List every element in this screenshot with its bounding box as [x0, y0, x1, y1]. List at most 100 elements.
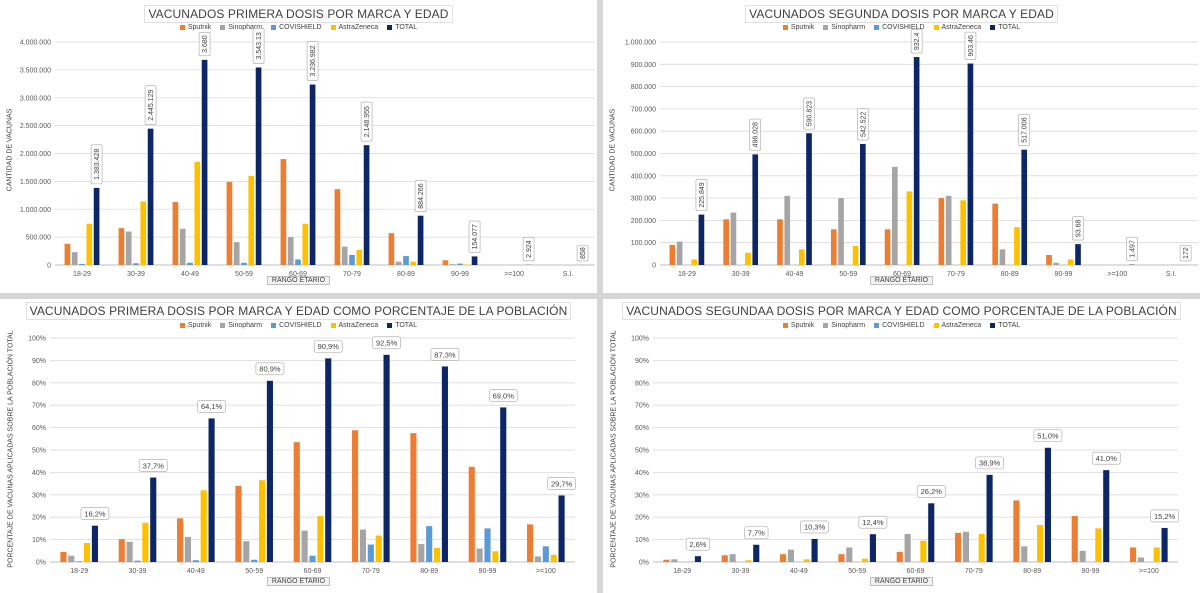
bar-sinopharm — [476, 548, 483, 562]
y-tick-label: 4.000.000 — [20, 40, 51, 47]
data-label-text: 16,2% — [84, 510, 106, 519]
data-label-text: 87,3% — [434, 350, 456, 359]
bar-sputnik — [830, 229, 837, 265]
bar-total — [967, 63, 974, 265]
x-tick-label: 80-89 — [1023, 568, 1041, 575]
data-label-total: 932.4 — [910, 29, 923, 54]
data-label-box — [252, 27, 265, 64]
y-tick-label: 90% — [635, 358, 649, 365]
bar-sputnik — [352, 430, 359, 562]
bar-sinopharm — [179, 228, 186, 265]
bar-sputnik — [721, 555, 728, 562]
x-tick-label: 70-79 — [947, 271, 965, 278]
y-tick-label: 500.000 — [631, 151, 656, 158]
y-tick-label: 40% — [635, 470, 649, 477]
data-label-box — [1150, 509, 1179, 523]
bar-sputnik — [777, 219, 783, 265]
bar-sinopharm — [784, 195, 791, 265]
data-label-total: 3.543.13 — [252, 27, 265, 64]
data-label-text: 884.266 — [418, 183, 425, 208]
data-label-text: 3.680 — [202, 35, 209, 53]
data-label-text: 7,7% — [748, 529, 765, 538]
data-label-total: 154.077 — [468, 220, 481, 253]
data-label-box — [80, 507, 110, 521]
bar-sinopharm — [999, 249, 1006, 265]
y-tick-label: 100% — [28, 336, 46, 343]
data-label-box — [916, 485, 946, 498]
y-tick-label: 3.500.000 — [20, 67, 51, 74]
bar-total — [441, 366, 448, 562]
x-tick-label: 30-39 — [127, 271, 145, 278]
data-label-total: 517.008 — [1018, 114, 1031, 147]
bar-total — [93, 187, 100, 265]
data-label-total: 38,9% — [975, 456, 1004, 470]
legend-label: Sinopharm — [228, 322, 263, 329]
data-label-box — [313, 340, 343, 353]
legend-label: Sputnik — [790, 322, 815, 329]
bar-astrazeneca — [798, 249, 805, 265]
bar-sinopharm — [962, 531, 970, 562]
x-axis-label: RANGO ETARIO — [603, 276, 1200, 285]
data-label-total: 87,3% — [430, 348, 460, 361]
bar-sinopharm — [126, 541, 133, 562]
y-tick-label: 200.000 — [631, 218, 656, 225]
bar-sinopharm — [676, 241, 683, 265]
legend-label: TOTAL — [998, 24, 1021, 31]
bar-astrazeneca — [302, 223, 309, 265]
legend-label: COVISHIELD — [279, 322, 322, 329]
data-label-text: 3.543.13 — [256, 32, 263, 59]
legend-label: Sinopharm — [831, 24, 866, 31]
bar-sputnik — [1130, 547, 1137, 562]
bar-sputnik — [1046, 254, 1052, 265]
x-tick-label: 60-69 — [907, 568, 925, 575]
bar-sinopharm — [1053, 262, 1060, 265]
bar-sputnik — [838, 554, 845, 562]
bar-covishield — [349, 254, 355, 265]
bar-total — [363, 145, 370, 265]
bar-astrazeneca — [142, 522, 149, 562]
bar-sputnik — [226, 181, 233, 265]
y-tick-label: 3.000.000 — [20, 95, 51, 102]
data-label-text: 3.236.982 — [310, 45, 317, 76]
data-label-box — [468, 220, 481, 253]
chart-legend: Sputnik Sinopharm COVISHIELD AstraZeneca… — [0, 24, 597, 31]
data-label-total: 3.680 — [198, 32, 211, 57]
x-axis-label: RANGO ETARIO — [0, 577, 597, 586]
x-tick-label: 30-39 — [732, 568, 750, 575]
bar-total — [383, 354, 390, 562]
data-label-box — [1126, 236, 1138, 261]
chart-legend: Sputnik Sinopharm COVISHIELD AstraZeneca… — [603, 24, 1200, 31]
legend-item-total: TOTAL — [990, 322, 1020, 329]
data-label-text: 225.849 — [699, 182, 706, 207]
y-tick-label: 600.000 — [631, 129, 656, 136]
x-tick-label: 60-69 — [893, 271, 911, 278]
y-tick-label: 10% — [635, 537, 649, 544]
chart-plot-area: 0% 10% 20% 30% 40% 50% 60% 70% 80% 90% 100% 16,2% 18… — [28, 336, 576, 575]
bar-sinopharm — [449, 264, 456, 265]
y-tick-label: 1.000.000 — [625, 40, 656, 47]
bar-sinopharm — [1079, 550, 1086, 562]
data-label-box — [744, 526, 769, 540]
bar-sinopharm — [534, 556, 542, 562]
bar-total — [201, 59, 208, 266]
bar-astrazeneca — [920, 540, 927, 562]
legend-item-covishield: COVISHIELD — [271, 322, 322, 329]
data-label-total: 16,2% — [80, 507, 110, 521]
data-label-box — [964, 31, 977, 60]
data-label-text: 64,1% — [201, 402, 223, 411]
bar-astrazeneca — [140, 201, 147, 265]
data-label-box — [685, 537, 711, 551]
data-label-total: 884.266 — [414, 180, 427, 213]
legend-label: Sinopharm — [228, 24, 263, 31]
x-axis-label-text: RANGO ETARIO — [869, 276, 934, 285]
bar-total — [752, 154, 759, 265]
legend-item-sputnik: Sputnik — [179, 24, 211, 31]
bar-covishield — [542, 546, 549, 562]
legend-item-sinopharm: Sinopharm — [823, 24, 865, 31]
y-tick-label: 100.000 — [631, 240, 656, 247]
data-label-text: 12,4% — [862, 518, 884, 527]
x-axis-label: RANGO ETARIO — [603, 577, 1200, 586]
bar-total — [471, 256, 478, 265]
legend-item-covishield: COVISHIELD — [874, 322, 925, 329]
data-label-total: 92,5% — [372, 336, 401, 350]
